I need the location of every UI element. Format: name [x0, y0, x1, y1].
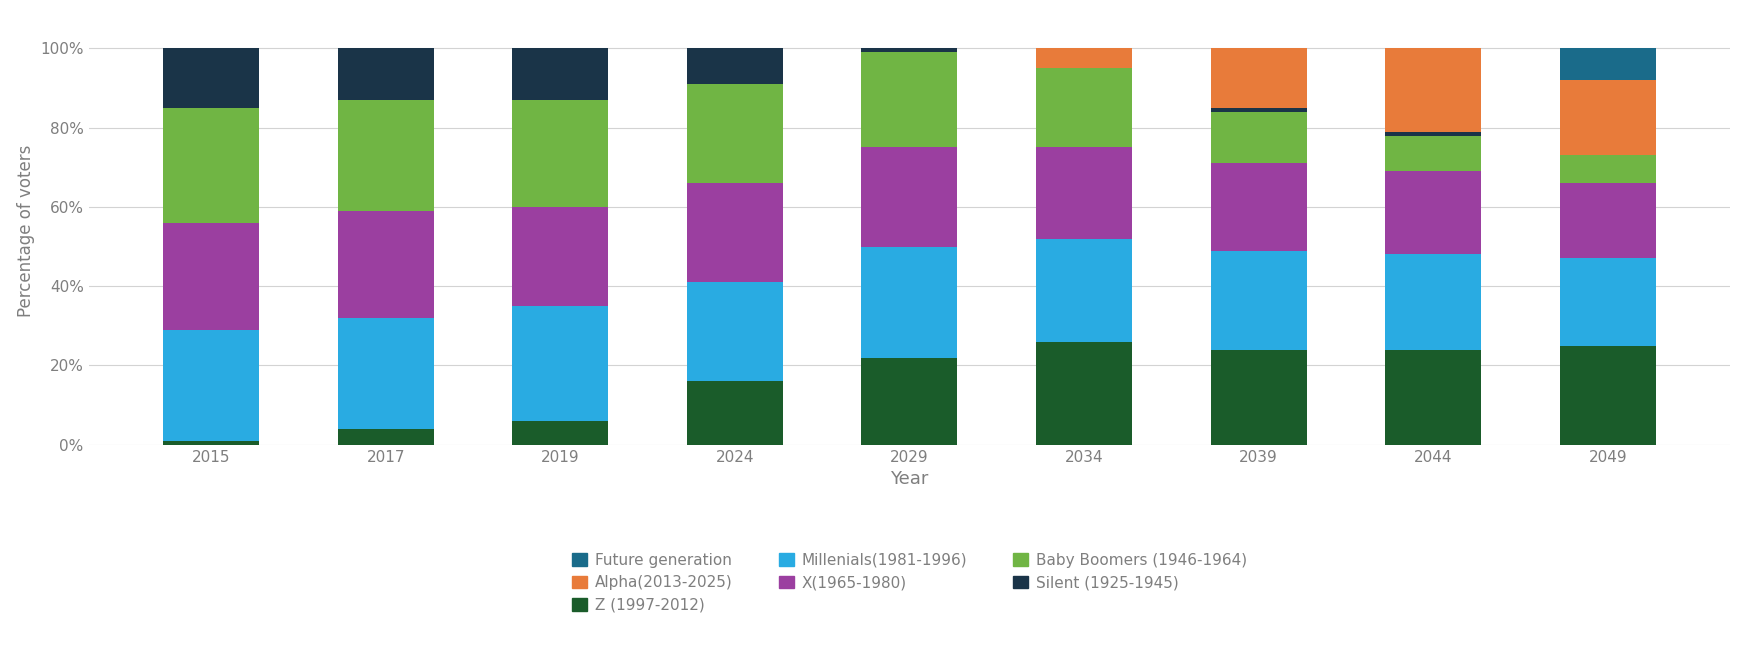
Bar: [1560, 183, 1656, 258]
Bar: [1036, 68, 1132, 147]
Bar: [162, 330, 259, 441]
Bar: [1211, 111, 1307, 163]
Bar: [1211, 349, 1307, 445]
Bar: [1385, 136, 1481, 171]
Bar: [687, 183, 783, 282]
Bar: [687, 84, 783, 183]
Bar: [861, 48, 957, 52]
Bar: [1211, 48, 1307, 108]
Bar: [1036, 147, 1132, 239]
Bar: [1385, 48, 1481, 132]
Bar: [337, 211, 433, 318]
Bar: [1036, 239, 1132, 342]
Bar: [861, 52, 957, 147]
Bar: [1036, 48, 1132, 68]
Bar: [1211, 108, 1307, 111]
Bar: [861, 246, 957, 357]
Bar: [1385, 132, 1481, 136]
Bar: [1385, 171, 1481, 254]
Bar: [1211, 163, 1307, 250]
Bar: [162, 108, 259, 223]
Bar: [1560, 346, 1656, 445]
Bar: [1560, 48, 1656, 80]
Bar: [512, 207, 608, 306]
Bar: [512, 306, 608, 421]
Legend: Future generation, Alpha(2013-2025), Z (1997-2012), Millenials(1981-1996), X(196: Future generation, Alpha(2013-2025), Z (…: [566, 546, 1253, 619]
Bar: [337, 429, 433, 445]
Bar: [861, 147, 957, 246]
Bar: [1385, 254, 1481, 349]
Bar: [337, 100, 433, 211]
X-axis label: Year: Year: [891, 470, 929, 488]
Bar: [1211, 250, 1307, 349]
Bar: [162, 223, 259, 330]
Bar: [337, 48, 433, 100]
Bar: [512, 48, 608, 100]
Bar: [512, 100, 608, 207]
Bar: [1385, 349, 1481, 445]
Bar: [1036, 342, 1132, 445]
Bar: [687, 48, 783, 84]
Bar: [687, 282, 783, 381]
Y-axis label: Percentage of voters: Percentage of voters: [17, 145, 35, 317]
Bar: [687, 381, 783, 445]
Bar: [1560, 80, 1656, 155]
Bar: [1560, 258, 1656, 346]
Bar: [1560, 155, 1656, 183]
Bar: [162, 48, 259, 108]
Bar: [162, 441, 259, 445]
Bar: [337, 318, 433, 429]
Bar: [861, 357, 957, 445]
Bar: [512, 421, 608, 445]
